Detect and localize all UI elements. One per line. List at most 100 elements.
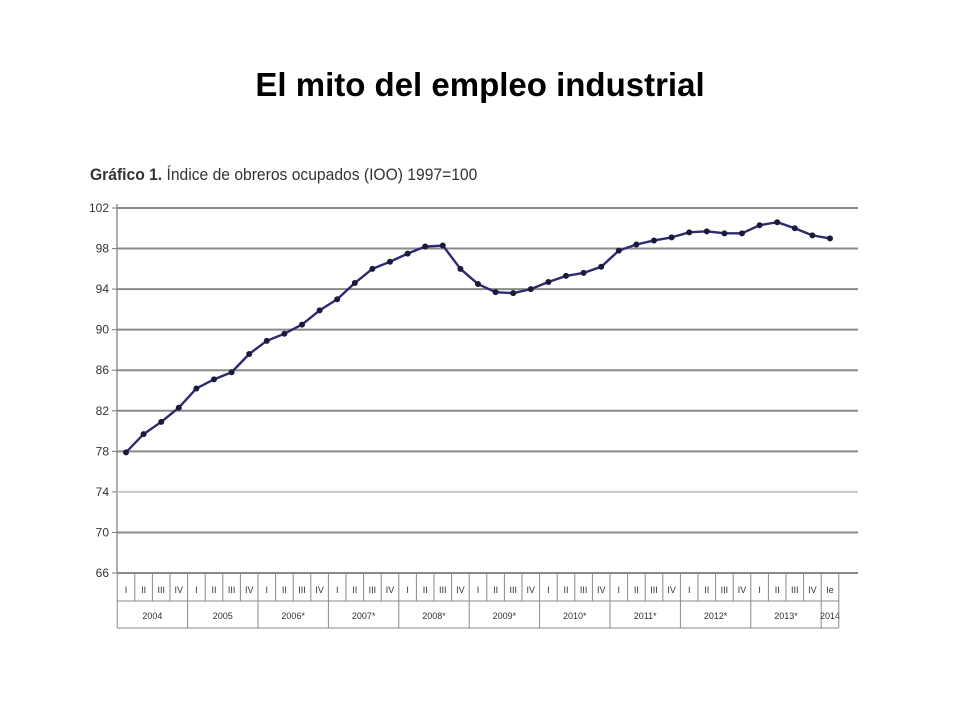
y-tick-label: 90: [96, 323, 110, 337]
data-point: [228, 369, 235, 376]
data-point: [651, 237, 657, 244]
data-point: [492, 289, 499, 296]
y-tick-label: 86: [96, 363, 110, 377]
y-tick-label: 98: [96, 242, 110, 256]
x-tick-label: IV: [315, 585, 324, 595]
x-tick-label: I: [477, 585, 480, 595]
x-tick-label: III: [157, 585, 165, 595]
chart-caption-text: Índice de obreros ocupados (IOO) 1997=10…: [166, 165, 478, 184]
data-point: [175, 404, 182, 411]
data-point: [791, 225, 798, 232]
x-tick-label: I: [688, 585, 691, 595]
x-tick-label: IV: [597, 585, 606, 595]
data-point: [527, 286, 534, 293]
year-label: 2009*: [493, 611, 517, 621]
x-tick-label: III: [369, 585, 377, 595]
year-label: 2014: [820, 611, 840, 621]
x-tick-label: III: [509, 585, 517, 595]
x-tick-label: II: [282, 585, 287, 595]
data-point: [580, 269, 587, 276]
year-label: 2010*: [563, 611, 587, 621]
x-tick-label: I: [336, 585, 339, 595]
data-point: [756, 222, 763, 229]
data-point: [668, 234, 675, 241]
x-tick-label: IV: [386, 585, 395, 595]
x-tick-label: III: [580, 585, 588, 595]
data-point: [721, 230, 728, 237]
x-tick-label: III: [298, 585, 306, 595]
data-point: [774, 219, 781, 226]
x-tick-label: III: [650, 585, 658, 595]
data-point: [703, 228, 710, 235]
x-tick-label: I: [125, 585, 128, 595]
y-tick-label: 102: [89, 201, 109, 215]
data-point: [316, 307, 323, 314]
x-tick-label: II: [493, 585, 498, 595]
x-tick-label: I: [618, 585, 621, 595]
data-point: [475, 281, 481, 288]
x-tick-label: III: [791, 585, 799, 595]
x-tick-label: IV: [456, 585, 465, 595]
year-label: 2004: [142, 611, 162, 621]
x-tick-label: I: [547, 585, 550, 595]
data-point: [510, 290, 517, 297]
data-point: [633, 241, 640, 248]
data-point: [457, 265, 464, 272]
x-tick-label: II: [352, 585, 357, 595]
year-label: 2012*: [704, 611, 728, 621]
x-tick-label: II: [704, 585, 709, 595]
data-point: [281, 330, 288, 337]
data-point: [545, 279, 552, 286]
y-tick-label: 74: [96, 485, 110, 499]
slide-title: El mito del empleo industrial: [255, 66, 705, 103]
x-tick-label: II: [775, 585, 780, 595]
x-tick-label: Ie: [826, 585, 834, 595]
y-tick-label: 66: [96, 566, 110, 580]
x-tick-label: II: [634, 585, 639, 595]
y-tick-label: 70: [96, 525, 110, 539]
x-tick-label: I: [195, 585, 198, 595]
data-point: [686, 229, 693, 236]
year-label: 2006*: [281, 611, 305, 621]
y-tick-label: 78: [96, 444, 110, 458]
data-point: [140, 431, 147, 438]
data-point: [739, 230, 745, 237]
x-tick-label: III: [228, 585, 236, 595]
data-point: [369, 265, 376, 272]
y-tick-label: 82: [96, 404, 110, 418]
x-tick-label: IV: [808, 585, 817, 595]
x-tick-label: I: [266, 585, 269, 595]
data-point: [246, 351, 253, 357]
x-tick-label: I: [758, 585, 761, 595]
x-tick-label: III: [439, 585, 447, 595]
chart-caption: Gráfico 1. Índice de obreros ocupados (I…: [90, 165, 477, 185]
data-point: [211, 376, 217, 383]
x-tick-label: III: [721, 585, 729, 595]
year-label: 2007*: [352, 611, 376, 621]
data-point: [158, 418, 165, 425]
x-tick-label: I: [406, 585, 409, 595]
year-label: 2005: [213, 611, 233, 621]
x-tick-label: IV: [667, 585, 676, 595]
chart-caption-label: Gráfico 1.: [90, 165, 163, 184]
data-point: [439, 242, 446, 249]
data-point: [422, 243, 429, 250]
x-tick-label: II: [563, 585, 568, 595]
data-point: [263, 337, 270, 344]
data-point: [598, 263, 605, 270]
data-point: [827, 235, 833, 242]
x-tick-label: IV: [175, 585, 184, 595]
year-label: 2011*: [634, 611, 657, 621]
data-point: [351, 280, 358, 287]
x-tick-label: IV: [738, 585, 747, 595]
x-tick-label: IV: [245, 585, 254, 595]
data-point: [193, 385, 200, 392]
data-point: [615, 247, 622, 254]
x-tick-label: II: [211, 585, 216, 595]
y-tick-label: 94: [96, 282, 110, 296]
data-point: [809, 232, 816, 239]
data-point: [387, 258, 393, 265]
plot-area: [117, 208, 858, 573]
data-point: [123, 449, 129, 456]
